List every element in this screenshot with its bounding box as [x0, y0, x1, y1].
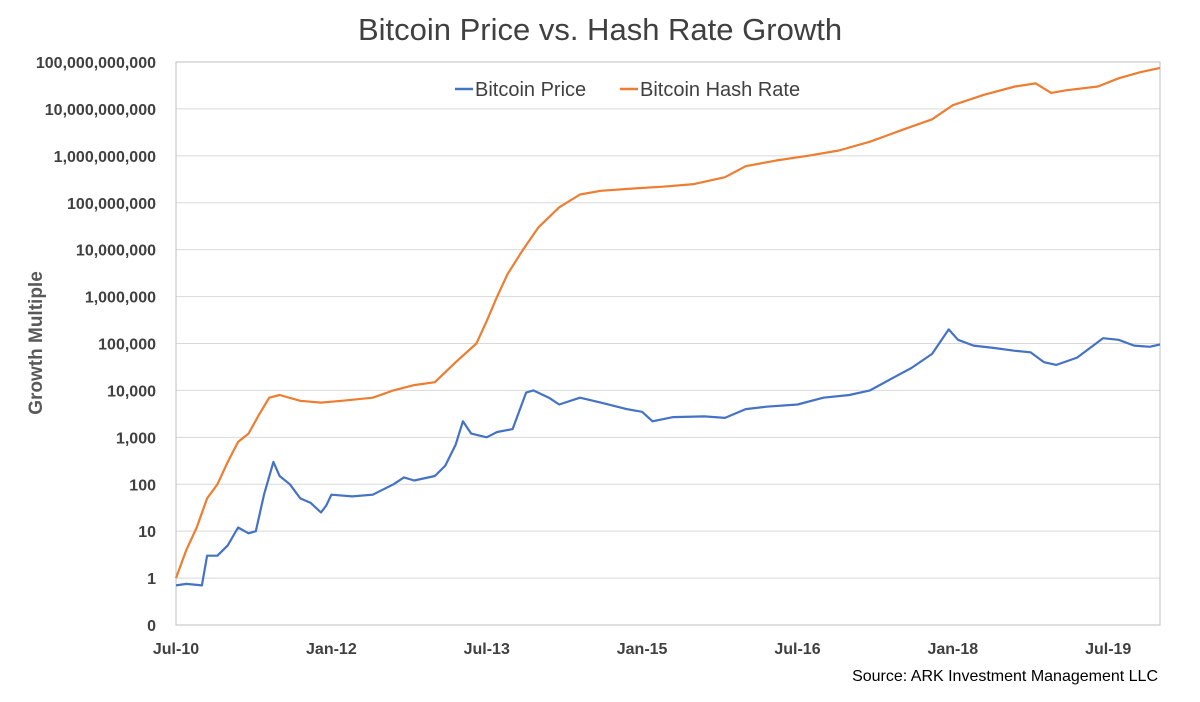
x-tick-label: Jul-16: [774, 641, 820, 658]
y-tick-label: 10,000,000: [76, 243, 156, 260]
x-axis-ticks: Jul-10 Jan-12 Jul-13 Jan-15 Jul-16 Jan-18 Jul-…: [153, 641, 1132, 658]
x-tick-label: Jan-18: [927, 641, 978, 658]
y-axis-ticks: 0 1 10 100 1,000 10,000 100,000 1,000,000 10,000…: [36, 55, 156, 635]
legend: Bitcoin Price Bitcoin Hash Rate: [455, 79, 800, 101]
x-tick-label: Jan-15: [617, 641, 668, 658]
series-lines: [174, 66, 1161, 587]
y-tick-label: 100,000,000,000: [36, 55, 156, 72]
y-tick-label: 10,000,000,000: [45, 102, 156, 119]
y-tick-label: 100: [129, 477, 156, 494]
y-axis-label: Growth Multiple: [26, 271, 47, 415]
y-tick-label: 10,000: [107, 383, 156, 400]
source-note: Source: ARK Investment Management LLC: [852, 668, 1158, 685]
y-tick-label: 1,000,000: [85, 290, 156, 307]
legend-label: Bitcoin Price: [475, 79, 586, 101]
y-tick-label: 100,000: [98, 337, 156, 354]
y-tick-label: 100,000,000: [67, 196, 156, 213]
x-tick-label: Jan-12: [306, 641, 357, 658]
y-tick-label: 0: [147, 618, 156, 635]
series-line-bitcoin-hash-rate: [174, 66, 1161, 579]
x-tick-label: Jul-19: [1085, 641, 1131, 658]
y-tick-label: 1,000,000,000: [54, 149, 156, 166]
x-tick-label: Jul-13: [464, 641, 510, 658]
legend-label: Bitcoin Hash Rate: [640, 79, 800, 101]
y-tick-label: 1: [147, 571, 156, 588]
x-tick-label: Jul-10: [153, 641, 199, 658]
chart-title: Bitcoin Price vs. Hash Rate Growth: [357, 12, 843, 47]
plot-frame: [175, 61, 1161, 626]
y-tick-label: 10: [138, 524, 156, 541]
series-line-bitcoin-price: [175, 328, 1161, 587]
grid-lines: [176, 108, 1160, 579]
y-tick-label: 1,000: [116, 430, 156, 447]
